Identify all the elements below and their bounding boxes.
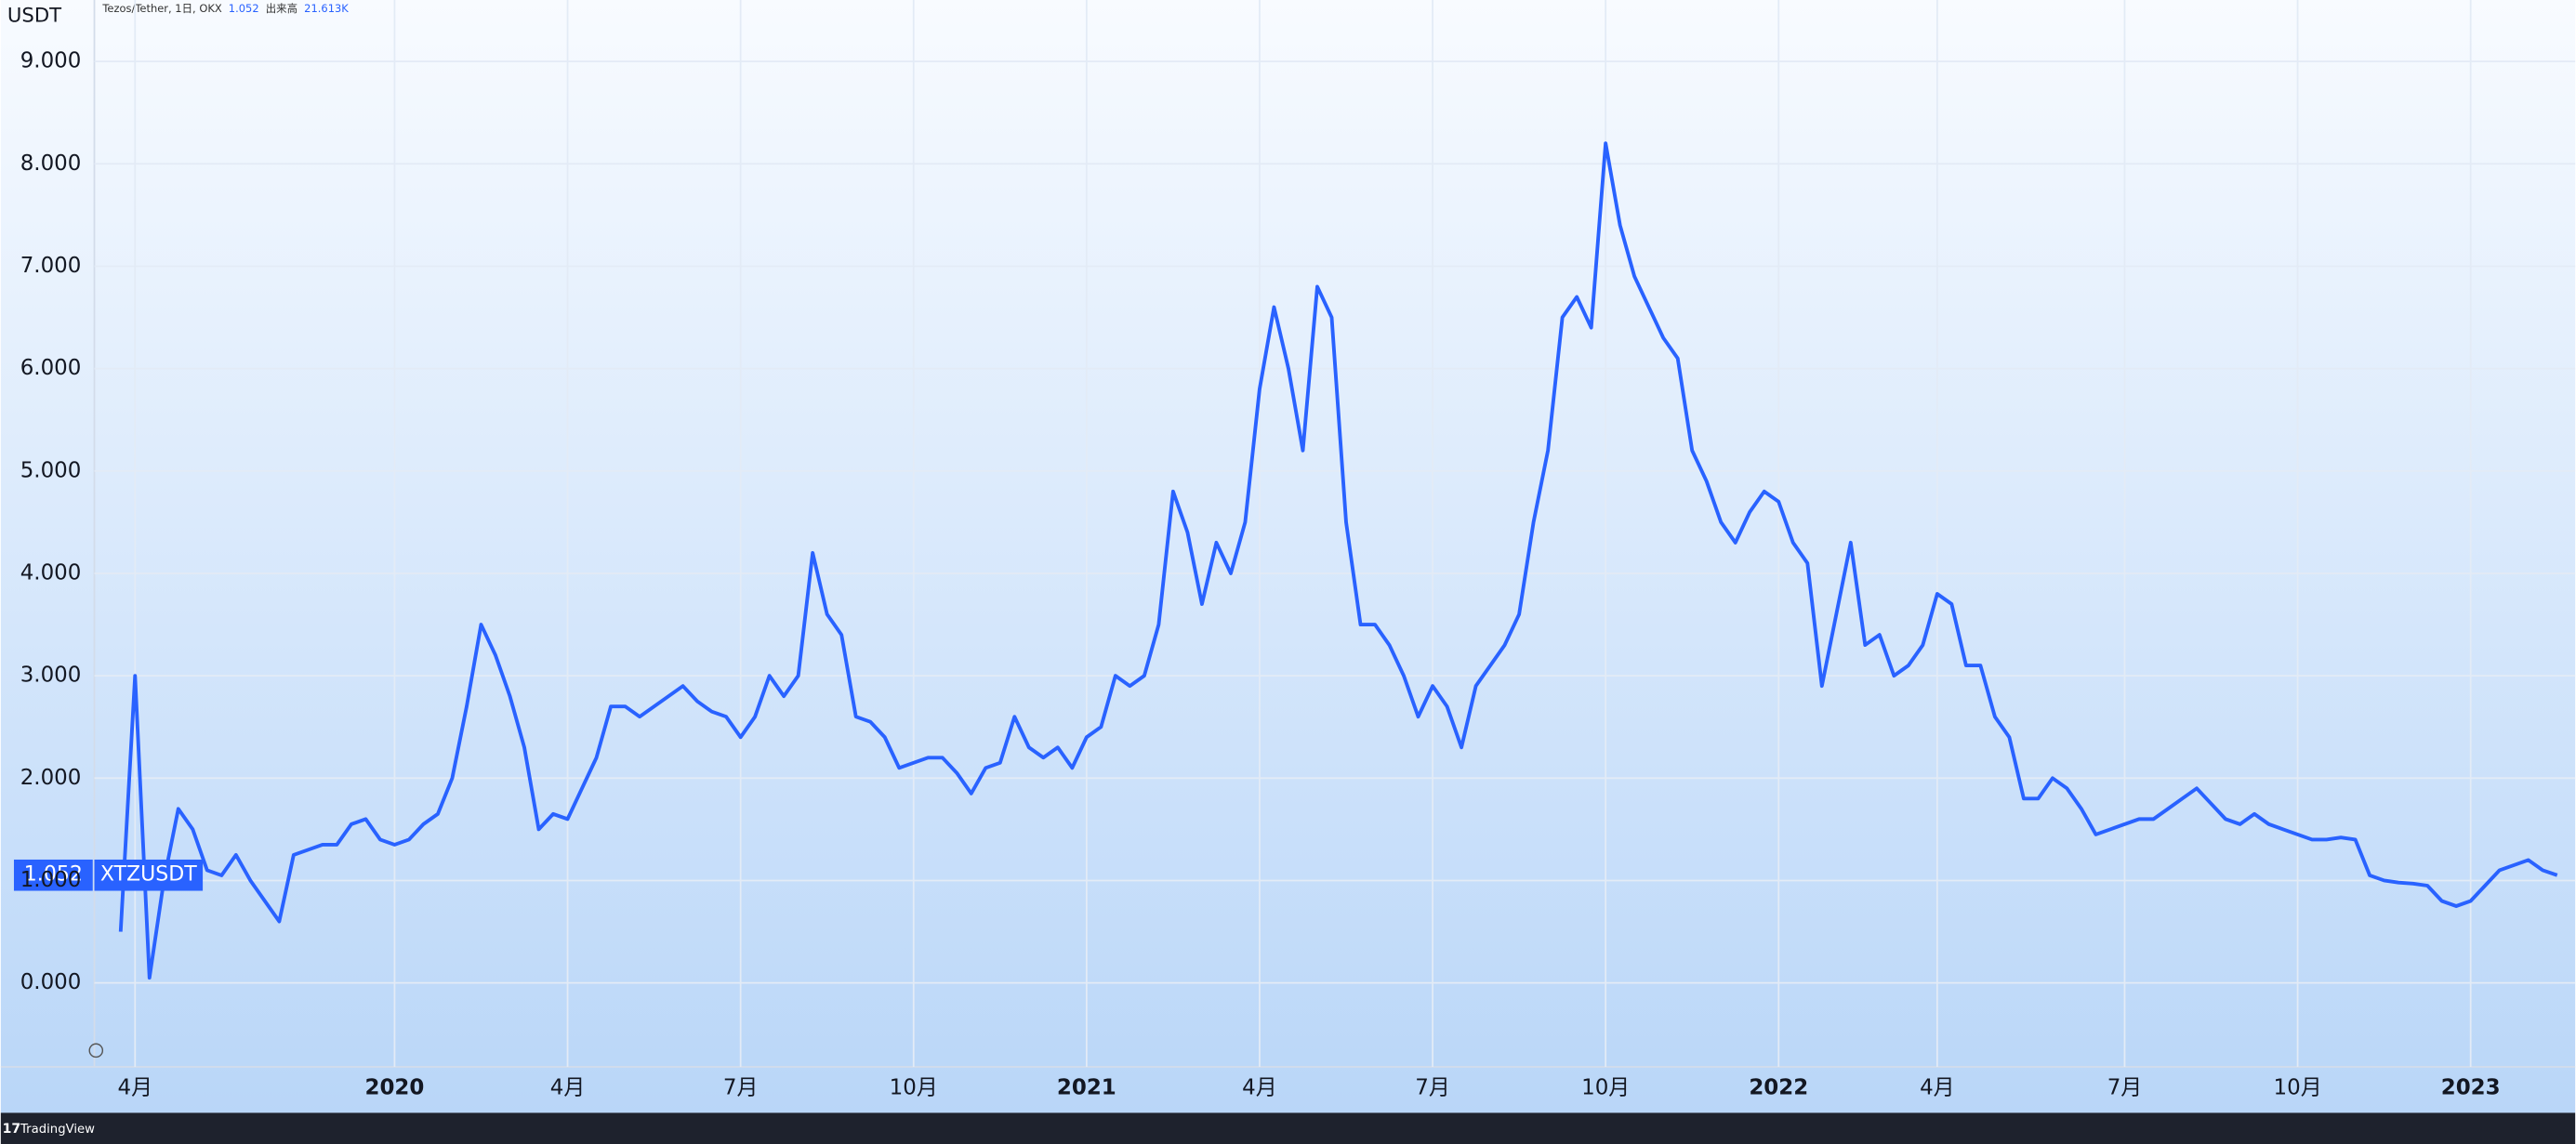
x-tick-label: 7月 — [1415, 1075, 1450, 1099]
chart-background — [0, 0, 2576, 1113]
x-tick-label: 2022 — [1749, 1075, 1808, 1099]
brand-name: TradingView — [20, 1123, 95, 1137]
x-tick-label: 4月 — [1920, 1075, 1955, 1099]
last-price: 1.052 — [229, 2, 259, 15]
price-tag-box — [13, 859, 93, 891]
y-tick-label: 6.000 — [20, 356, 82, 380]
symbol-tag-box — [94, 859, 204, 891]
y-tick-label: 0.000 — [20, 970, 82, 994]
x-tick-label: 4月 — [1242, 1075, 1277, 1099]
volume-label: 出来高 — [266, 2, 297, 15]
x-tick-label: 7月 — [723, 1075, 759, 1099]
price-line — [118, 141, 2558, 980]
y-tick-label: 8.000 — [20, 151, 82, 176]
footer-bar — [0, 1112, 2576, 1144]
grid — [94, 0, 2576, 1067]
volume-value: 21.613K — [304, 2, 349, 15]
x-tick-label: 2020 — [365, 1075, 425, 1099]
legend-header: Tezos/Tether, 1日, OKX 1.052 出来高 21.613K — [101, 2, 349, 15]
scale-icon[interactable] — [88, 1043, 104, 1059]
y-tick-label: 4.000 — [20, 560, 82, 585]
y-tick-label: 2.000 — [20, 766, 82, 790]
y-tick-label: 5.000 — [20, 458, 82, 482]
price-tag-value: 1.052 — [24, 863, 83, 887]
symbol-info: Tezos/Tether, 1日, OKX — [101, 2, 222, 15]
x-tick-label: 4月 — [118, 1075, 153, 1099]
y-tick-label: 7.000 — [20, 254, 82, 278]
brand-logo: 17 — [3, 1122, 21, 1137]
x-tick-label: 10月 — [1581, 1075, 1630, 1099]
y-unit: USDT — [7, 4, 61, 27]
x-tick-label: 10月 — [890, 1075, 938, 1099]
symbol-tag-name: XTZUSDT — [100, 863, 197, 887]
x-tick-label: 7月 — [2107, 1075, 2143, 1099]
x-tick-label: 2023 — [2441, 1075, 2501, 1099]
price-tag: 1.052 XTZUSDT — [13, 859, 204, 891]
x-tick-label: 2021 — [1057, 1075, 1116, 1099]
y-tick-label: 9.000 — [20, 49, 82, 73]
x-tick-label: 4月 — [550, 1075, 586, 1099]
x-tick-label: 10月 — [2274, 1075, 2322, 1099]
y-tick-label: 3.000 — [20, 664, 82, 688]
y-tick-label: 1.000 — [20, 868, 82, 892]
plot — [118, 141, 2558, 980]
